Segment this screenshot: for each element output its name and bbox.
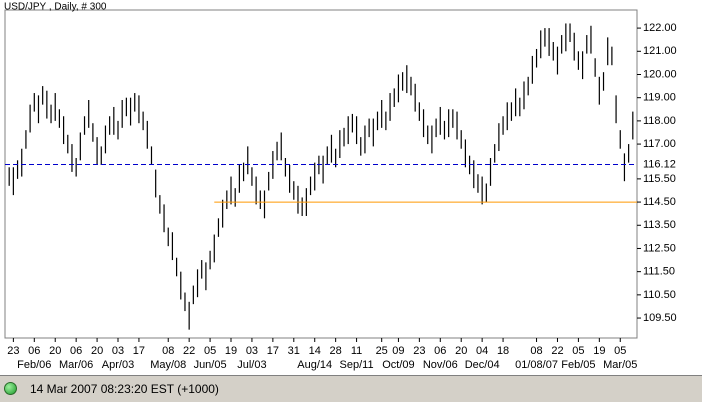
x-tick-label: 05 bbox=[572, 345, 584, 357]
x-tick-label-month: Mar/05 bbox=[603, 359, 637, 371]
x-tick-label-month: Feb/05 bbox=[561, 359, 595, 371]
x-tick-label: 31 bbox=[288, 345, 300, 357]
x-tick-label: 03 bbox=[112, 345, 124, 357]
reference-label: 116.12 bbox=[643, 158, 676, 170]
y-tick-label: 112.50 bbox=[643, 242, 676, 254]
chart-title: USD/JPY , Daily, # 300 bbox=[4, 2, 107, 13]
x-tick-label-month: Dec/04 bbox=[465, 359, 500, 371]
y-tick-label: 113.50 bbox=[643, 219, 676, 231]
chart: USD/JPY , Daily, # 300 122.00 121.00 120.0… bbox=[4, 2, 677, 371]
x-tick-label: 25 bbox=[376, 345, 388, 357]
x-tick-label-month: Nov/06 bbox=[423, 359, 458, 371]
x-tick-label-month: Apr/03 bbox=[102, 359, 134, 371]
x-tick-label-month: Jul/03 bbox=[237, 359, 266, 371]
x-tick-label-month: Oct/09 bbox=[382, 359, 414, 371]
x-tick-label: 22 bbox=[551, 345, 563, 357]
x-tick-label: 19 bbox=[593, 345, 605, 357]
x-tick-label: 23 bbox=[7, 345, 19, 357]
x-tick-label: 04 bbox=[476, 345, 488, 357]
status-bar: 14 Mar 2007 08:23:20 EST (+1000) bbox=[0, 375, 702, 402]
x-tick-label-month: 01/08/07 bbox=[515, 359, 558, 371]
x-tick-label: 06 bbox=[28, 345, 40, 357]
y-tick-label: 120.00 bbox=[643, 68, 677, 80]
x-tick-label: 09 bbox=[392, 345, 404, 357]
x-tick-label: 05 bbox=[204, 345, 216, 357]
y-tick-label: 117.00 bbox=[643, 138, 676, 150]
x-tick-label: 18 bbox=[497, 345, 509, 357]
x-tick-label-month: Jun/05 bbox=[194, 359, 227, 371]
x-tick-label: 23 bbox=[413, 345, 425, 357]
x-tick-label: 17 bbox=[267, 345, 279, 357]
y-tick-label: 109.50 bbox=[643, 312, 677, 324]
x-tick-label: 19 bbox=[225, 345, 237, 357]
y-tick-label: 114.50 bbox=[643, 196, 676, 208]
x-tick-label: 17 bbox=[133, 345, 145, 357]
x-tick-label-month: Aug/14 bbox=[297, 359, 332, 371]
y-tick-label: 115.50 bbox=[643, 173, 676, 185]
y-tick-label: 121.00 bbox=[643, 45, 677, 57]
x-tick-label: 22 bbox=[183, 345, 195, 357]
x-tick-label: 03 bbox=[246, 345, 258, 357]
status-text: 14 Mar 2007 08:23:20 EST (+1000) bbox=[30, 382, 219, 396]
y-tick-label: 111.50 bbox=[643, 266, 675, 278]
x-tick-label: 08 bbox=[162, 345, 174, 357]
x-tick-label: 14 bbox=[309, 345, 321, 357]
x-tick-label: 20 bbox=[49, 345, 61, 357]
x-tick-label: 08 bbox=[530, 345, 542, 357]
x-tick-label-month: Mar/06 bbox=[59, 359, 93, 371]
status-indicator bbox=[4, 382, 17, 395]
x-tick-label-month: Feb/06 bbox=[17, 359, 51, 371]
y-tick-label: 110.50 bbox=[643, 289, 676, 301]
x-tick-label: 28 bbox=[330, 345, 342, 357]
y-tick-label: 119.00 bbox=[643, 92, 676, 104]
x-tick-label: 20 bbox=[455, 345, 467, 357]
y-tick-label: 118.00 bbox=[643, 115, 676, 127]
x-tick-label-month: May/08 bbox=[150, 359, 186, 371]
x-tick-label: 11 bbox=[351, 345, 362, 357]
x-tick-label: 06 bbox=[70, 345, 82, 357]
x-tick-label: 06 bbox=[434, 345, 446, 357]
x-tick-label-month: Sep/11 bbox=[340, 359, 374, 371]
x-tick-label: 20 bbox=[91, 345, 103, 357]
x-tick-label: 05 bbox=[614, 345, 626, 357]
plot-frame bbox=[4, 9, 638, 339]
y-tick-label: 122.00 bbox=[643, 22, 677, 34]
